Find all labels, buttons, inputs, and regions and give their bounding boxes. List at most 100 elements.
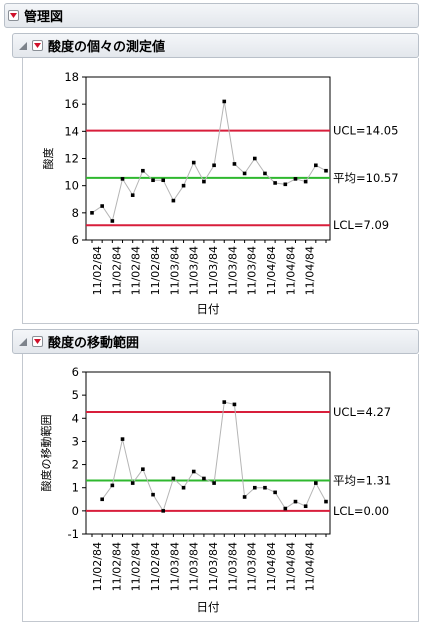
data-point <box>171 476 176 481</box>
data-point <box>151 492 155 497</box>
data-point <box>222 99 227 104</box>
y-tick-label: 8 <box>72 206 79 220</box>
x-axis-label: 日付 <box>197 600 220 614</box>
y-tick-label: 2 <box>72 458 79 472</box>
red-triangle-menu-icon[interactable] <box>8 10 19 21</box>
data-point <box>120 437 125 441</box>
y-tick-label: 4 <box>72 411 79 425</box>
control-limit-label: LCL=0.00 <box>333 504 389 518</box>
red-triangle-menu-icon[interactable] <box>32 336 43 347</box>
data-point <box>191 160 196 165</box>
x-tick-label: 11/03/84 <box>207 542 220 591</box>
y-tick-label: 18 <box>64 70 79 84</box>
control-limit-label: 平均=1.31 <box>333 474 391 488</box>
series-line <box>101 401 327 513</box>
x-tick-label: 11/03/84 <box>188 246 201 295</box>
x-tick-label: 11/02/84 <box>130 246 143 295</box>
x-tick-label: 11/03/84 <box>188 542 201 591</box>
data-point <box>212 481 216 485</box>
x-tick-label: 11/02/84 <box>91 542 104 591</box>
y-tick-label: 3 <box>72 434 79 448</box>
data-point <box>222 400 227 404</box>
data-point <box>263 171 267 176</box>
y-tick-label: 0 <box>72 504 79 518</box>
y-tick-label: 1 <box>72 481 79 495</box>
x-tick-label: 11/04/84 <box>304 246 317 295</box>
data-point <box>202 476 206 481</box>
data-point <box>130 481 135 485</box>
data-point <box>90 211 94 215</box>
red-triangle-menu-icon[interactable] <box>32 40 43 51</box>
x-tick-label: 11/03/84 <box>226 246 239 295</box>
data-point <box>303 504 308 509</box>
data-point <box>324 168 328 173</box>
x-tick-label: 11/04/84 <box>304 542 317 591</box>
section-header-moving-range: 酸度の移動範囲 <box>12 329 419 354</box>
control-limit-label: UCL=4.27 <box>333 405 391 419</box>
data-point <box>324 499 328 504</box>
x-tick-label: 11/02/84 <box>110 542 123 591</box>
x-axis-label: 日付 <box>197 302 220 316</box>
x-tick-label: 11/03/84 <box>226 542 239 591</box>
x-tick-label: 11/02/84 <box>91 246 104 295</box>
data-point <box>120 177 125 181</box>
disclosure-triangle-icon[interactable] <box>17 336 29 348</box>
data-point <box>273 490 277 495</box>
x-tick-label: 11/04/84 <box>284 542 297 591</box>
x-tick-label: 11/03/84 <box>246 542 259 591</box>
y-tick-label: 6 <box>72 365 79 379</box>
x-tick-label: 11/03/84 <box>246 246 259 295</box>
data-point <box>161 509 166 513</box>
data-point <box>242 171 247 176</box>
y-tick-label: 5 <box>72 388 79 402</box>
report-title: 管理図 <box>24 10 64 25</box>
data-point <box>151 178 155 183</box>
section-body-individuals <box>22 58 419 324</box>
section-header-individuals: 酸度の個々の測定値 <box>12 33 419 58</box>
data-point <box>232 402 237 407</box>
control-limit-label: UCL=14.05 <box>333 124 398 138</box>
plot-frame <box>85 371 331 535</box>
data-point <box>293 499 298 504</box>
data-point <box>283 506 288 511</box>
data-point <box>191 469 196 474</box>
y-axis-label: 酸度の移動範囲 <box>39 415 53 492</box>
data-point <box>263 485 267 490</box>
data-point <box>181 485 186 490</box>
data-point <box>100 204 104 208</box>
data-point <box>252 485 257 490</box>
x-tick-label: 11/04/84 <box>265 542 278 591</box>
x-tick-label: 11/03/84 <box>207 246 220 295</box>
disclosure-triangle-icon[interactable] <box>17 40 29 52</box>
x-tick-label: 11/02/84 <box>130 542 143 591</box>
data-point <box>130 193 135 197</box>
data-point <box>293 177 298 181</box>
data-point <box>100 497 104 502</box>
data-point <box>141 467 145 471</box>
data-point <box>303 179 308 184</box>
x-tick-label: 11/04/84 <box>284 246 297 295</box>
data-point <box>232 162 237 166</box>
plot-frame <box>85 76 331 241</box>
data-point <box>110 219 115 223</box>
data-point <box>161 178 166 183</box>
control-limit-label: 平均=10.57 <box>333 171 399 185</box>
y-tick-label: 12 <box>64 152 79 166</box>
x-tick-label: 11/02/84 <box>149 542 162 591</box>
data-point <box>171 198 176 203</box>
data-point <box>314 163 318 168</box>
x-tick-label: 11/04/84 <box>265 246 278 295</box>
section-title-moving-range: 酸度の移動範囲 <box>48 336 140 351</box>
x-tick-label: 11/03/84 <box>168 542 181 591</box>
x-tick-label: 11/02/84 <box>149 246 162 295</box>
section-title-individuals: 酸度の個々の測定値 <box>48 40 166 55</box>
y-tick-label: 6 <box>72 233 79 247</box>
data-point <box>283 182 288 187</box>
y-axis-label: 酸度 <box>41 148 55 170</box>
y-tick-label: 16 <box>64 97 79 111</box>
control-limit-label: LCL=7.09 <box>333 218 389 232</box>
data-point <box>202 179 206 184</box>
section-body-moving-range <box>22 354 419 622</box>
y-tick-label: 14 <box>64 124 79 138</box>
